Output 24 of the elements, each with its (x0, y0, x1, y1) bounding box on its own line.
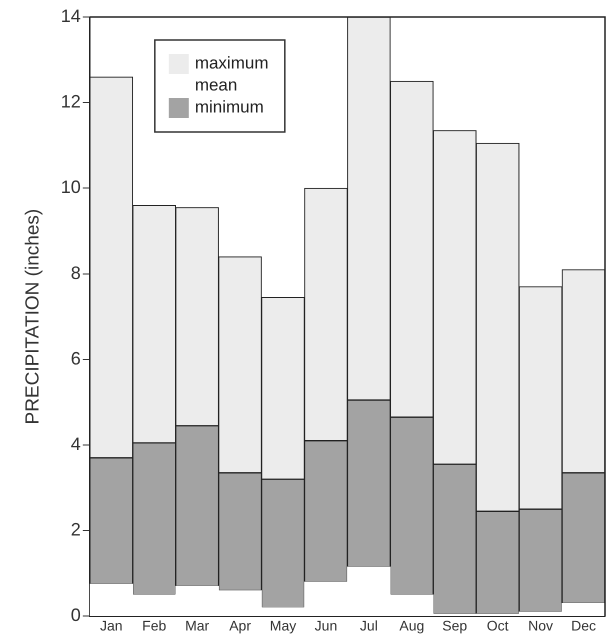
x-tick-label: Apr (229, 617, 252, 634)
x-tick-label: Dec (571, 617, 596, 634)
y-tick-label: 14 (60, 6, 81, 26)
y-tick-label: 6 (70, 348, 81, 368)
legend-label: minimum (194, 98, 264, 117)
legend-label: maximum (194, 54, 268, 73)
y-tick-label: 10 (60, 177, 81, 198)
x-tick-label: Aug (399, 617, 424, 634)
x-tick-label: Jan (100, 617, 123, 634)
x-tick-label: Mar (185, 617, 210, 634)
annotation: mean (194, 76, 238, 95)
x-tick-label: Jun (314, 617, 338, 634)
y-tick-label: 8 (70, 262, 81, 283)
y-tick-label: 0 (70, 605, 81, 626)
x-tick-label: Jul (360, 617, 378, 634)
x-tick-label: Sep (442, 617, 468, 634)
x-tick-label: May (270, 617, 296, 634)
y-tick-label: 12 (60, 92, 81, 112)
x-tick-label: Feb (142, 617, 166, 634)
x-tick-label: Oct (486, 617, 509, 634)
y-tick-label: 4 (70, 434, 81, 454)
y-axis-title: PRECIPITATION (inches) (22, 208, 44, 424)
y-tick-label: 2 (70, 520, 81, 540)
x-tick-label: Nov (528, 617, 554, 634)
